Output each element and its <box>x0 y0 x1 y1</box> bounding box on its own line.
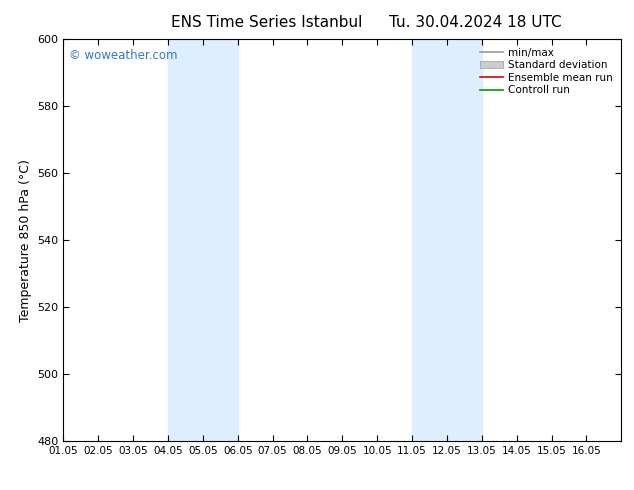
Bar <box>412 39 482 441</box>
Y-axis label: Temperature 850 hPa (°C): Temperature 850 hPa (°C) <box>19 159 32 321</box>
Text: ENS Time Series Istanbul: ENS Time Series Istanbul <box>171 15 362 30</box>
Text: © woweather.com: © woweather.com <box>69 49 178 62</box>
Text: Tu. 30.04.2024 18 UTC: Tu. 30.04.2024 18 UTC <box>389 15 562 30</box>
Bar <box>168 39 238 441</box>
Legend: min/max, Standard deviation, Ensemble mean run, Controll run: min/max, Standard deviation, Ensemble me… <box>477 45 616 98</box>
